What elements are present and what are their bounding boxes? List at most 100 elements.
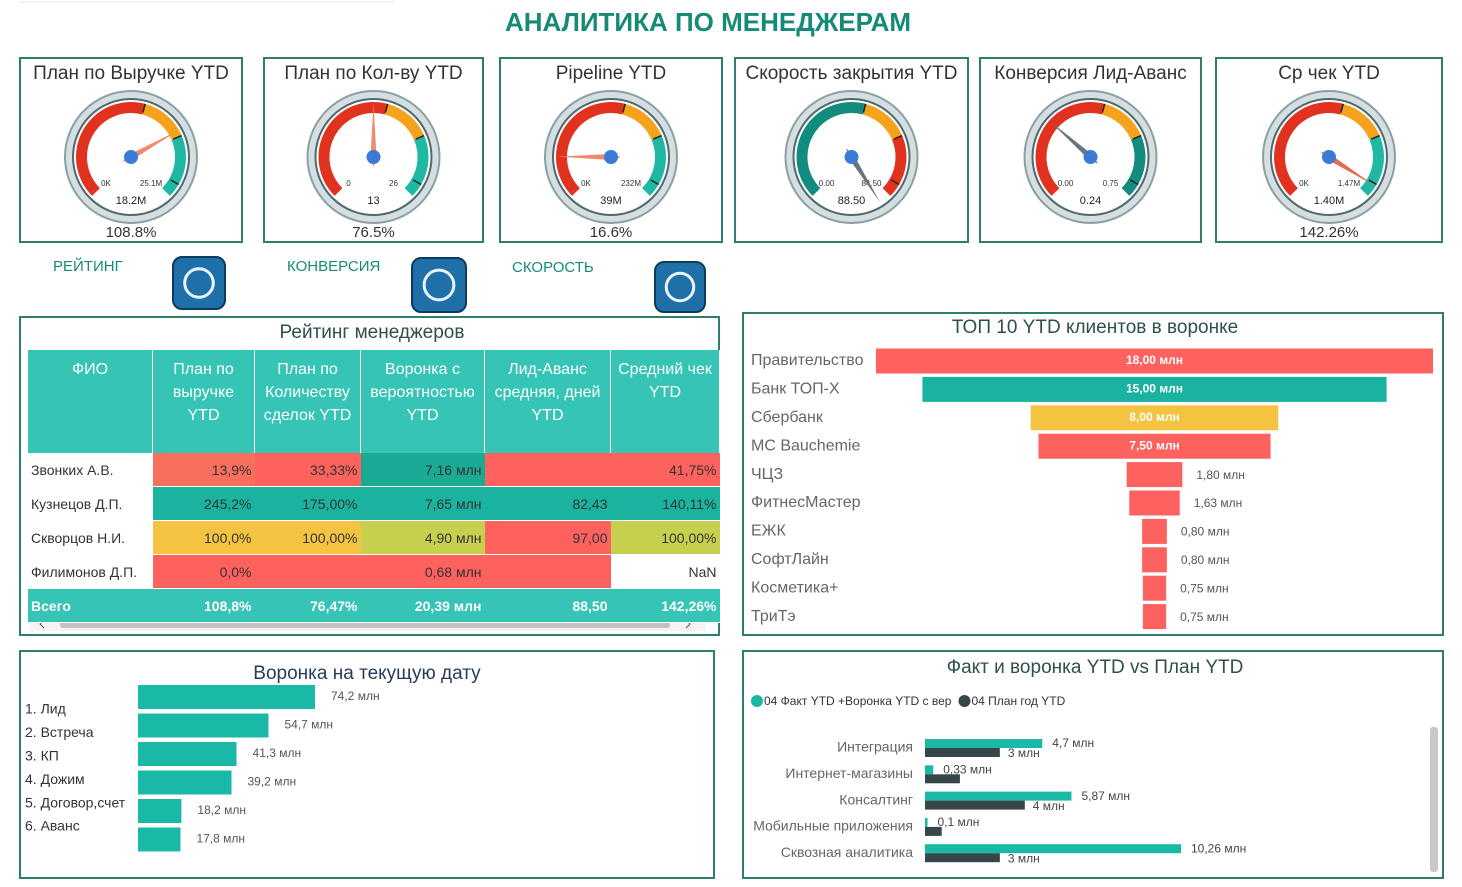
- column-header: План по выручке YTD: [152, 350, 255, 453]
- gauge-hub: [1322, 150, 1336, 164]
- data-label: 0,1 млн: [937, 815, 979, 829]
- gauge-max: 26: [389, 179, 398, 188]
- gauge-min: 0: [346, 179, 351, 188]
- rating-table: ФИО План по выручке YTD План по Количеству…: [28, 350, 720, 623]
- icon-glyph: [664, 271, 696, 303]
- bar: [925, 739, 1043, 748]
- gauge-tick: [1129, 179, 1139, 186]
- bar: [925, 800, 1025, 810]
- gauge-band: [162, 135, 186, 196]
- gauge-max: 25.1M: [140, 179, 163, 188]
- column-header: Воронка с вероятностью YTD: [360, 350, 485, 453]
- gauge-hub: [366, 150, 381, 164]
- nav-button-icon[interactable]: [411, 257, 467, 313]
- category-label: 5. Договор,счет: [25, 794, 126, 810]
- gauge-tick: [890, 179, 900, 186]
- table-row: Кузнецов Д.П. 245,2% 175,00% 7,65 млн 82,43 1…: [28, 486, 720, 521]
- data-label: 0,75 млн: [1180, 610, 1229, 624]
- table-cell: 245,2%: [152, 486, 255, 521]
- data-label: 4 млн: [1033, 799, 1065, 813]
- category-label: ТриТэ: [751, 608, 796, 625]
- category-label: Интеграция: [837, 739, 913, 755]
- gauge-band: [384, 103, 425, 140]
- category-label: 3. КП: [25, 748, 59, 764]
- bar: [138, 770, 232, 795]
- gauge-title: План по Выручке YTD: [33, 63, 229, 84]
- gauge-max: 0.75: [1103, 179, 1119, 188]
- gauge-tick: [650, 179, 660, 186]
- gauge-tick: [384, 103, 389, 113]
- gauge-band: [404, 135, 429, 196]
- gauge-min: 0.00: [819, 179, 835, 188]
- scroll-thumb[interactable]: [1430, 727, 1438, 872]
- gauge-tick: [142, 103, 146, 113]
- table-cell: 4,90 млн: [360, 520, 485, 555]
- gauge-band: [882, 135, 907, 196]
- total-cell: Всего: [28, 588, 153, 623]
- bar: [138, 742, 237, 766]
- gauge-min: 0K: [581, 179, 591, 188]
- table-cell: 7,16 млн: [360, 453, 485, 487]
- nav-button-label[interactable]: СКОРОСТЬ: [512, 259, 594, 276]
- column-header: ФИО: [28, 350, 153, 453]
- category-label: 1. Лид: [25, 701, 66, 717]
- category-label: Сбербанк: [751, 409, 824, 426]
- table-cell: 41,75%: [610, 453, 720, 487]
- category-label: ЕЖК: [751, 523, 786, 540]
- bar: [138, 799, 182, 823]
- total-cell: 88,50: [484, 588, 611, 623]
- category-label: 4. Дожим: [25, 771, 85, 787]
- gauge-max: 84.50: [861, 179, 882, 188]
- chart-title: Факт и воронка YTD vs План YTD: [947, 657, 1244, 678]
- gauge-value: 88.50: [838, 195, 866, 207]
- data-label: 10,26 млн: [1191, 841, 1246, 855]
- gauge-band: [1101, 103, 1142, 140]
- bar: [925, 791, 1072, 801]
- nav-button-label[interactable]: РЕЙТИНГ: [53, 257, 123, 275]
- gauge-tick: [412, 179, 422, 186]
- gauge-tick: [173, 134, 182, 140]
- nav-button-icon[interactable]: [654, 261, 706, 313]
- gauge-tick: [622, 103, 626, 113]
- gauge-tick: [1132, 134, 1142, 140]
- category-label: 2. Встреча: [25, 724, 94, 740]
- table-cell: 100,00%: [254, 520, 361, 555]
- gauge-min: 0K: [101, 179, 111, 188]
- gauge-max: 232M: [621, 179, 641, 188]
- top10-panel: [742, 312, 1444, 636]
- data-label: 18,00 млн: [1126, 353, 1183, 367]
- table-row: Филимонов Д.П. 0,0% 0,68 млн NaN: [28, 554, 720, 589]
- gauge-title: Pipeline YTD: [556, 63, 667, 84]
- category-label: 6. Аванс: [25, 818, 80, 834]
- bar: [876, 348, 1433, 374]
- table-cell: 13,9%: [152, 453, 255, 487]
- category-label: СофтЛайн: [751, 551, 829, 568]
- gauge-band: [642, 135, 666, 196]
- table-cell: 100,00%: [610, 520, 720, 555]
- bar: [138, 685, 315, 709]
- category-label: Консалтинг: [839, 791, 913, 807]
- gauge-card: [263, 57, 484, 243]
- rating-table-wrap: ФИО План по выручке YTD План по Количеству…: [28, 350, 720, 623]
- chart-title: ТОП 10 YTD клиентов в воронке: [952, 317, 1238, 338]
- nav-button-icon[interactable]: [172, 256, 226, 310]
- data-label: 0,75 млн: [1180, 581, 1229, 595]
- category-label: MC Bauchemie: [751, 437, 860, 454]
- column-header: Средний чек YTD: [610, 350, 720, 453]
- gauge-percent: 76.5%: [352, 224, 395, 241]
- data-label: 0,80 млн: [1181, 553, 1230, 567]
- data-label: 18,2 млн: [197, 803, 246, 817]
- table-cell: Звонких А.В.: [28, 453, 153, 487]
- data-label: 74,2 млн: [331, 689, 380, 703]
- funnel-panel: [19, 650, 715, 879]
- total-cell: 142,26%: [610, 588, 720, 623]
- nav-button-label[interactable]: КОНВЕРСИЯ: [287, 258, 380, 275]
- bar: [1142, 547, 1167, 573]
- total-row: Всего 108,8% 76,47% 20,39 млн 88,50 142,26%: [28, 588, 720, 623]
- gauge-tick: [1340, 103, 1344, 113]
- data-label: 1,63 млн: [1194, 496, 1243, 510]
- bar: [925, 817, 928, 827]
- data-label: 3 млн: [1008, 851, 1040, 865]
